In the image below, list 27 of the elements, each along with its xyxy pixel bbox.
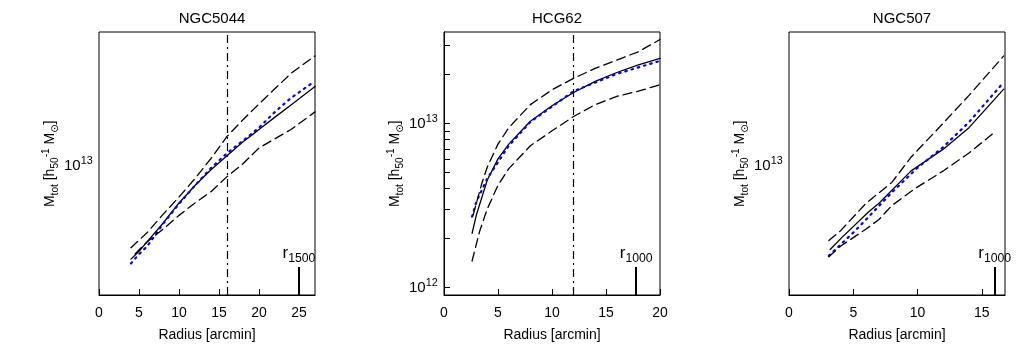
text: 10$^{13}$ — [754, 154, 783, 173]
text: 10$^{13}$ — [64, 154, 93, 173]
ref-line-label: r$_{1000}$ — [619, 243, 653, 266]
x-tick-label: 10 — [171, 304, 187, 320]
x-tick-label: 15 — [974, 304, 990, 320]
chart-title: NGC507 — [872, 9, 932, 26]
x-tick-label: 20 — [652, 304, 668, 320]
x-tick-label: 5 — [494, 304, 503, 320]
x-axis-title: Radius [arcmin] — [158, 326, 256, 342]
chart-title: NGC5044 — [178, 9, 246, 26]
x-axis-title: Radius [arcmin] — [503, 326, 601, 342]
y-tick-label: 10$^{12}$ — [409, 275, 438, 295]
x-tick-label: 25 — [291, 304, 307, 320]
ref-line-label: r$_{1000}$ — [978, 243, 1012, 266]
chart-title: HCG62 — [531, 9, 583, 26]
x-axis-title: Radius [arcmin] — [848, 326, 946, 342]
x-tick-label: 15 — [598, 304, 614, 320]
x-tick-label: 10 — [544, 304, 560, 320]
x-tick-label: 0 — [95, 304, 104, 320]
x-tick-label: 5 — [135, 304, 144, 320]
ref-line-label: r$_{1500}$ — [282, 243, 316, 266]
x-tick-label: 10 — [909, 304, 926, 320]
x-tick-label: 15 — [211, 304, 227, 320]
x-tick-label: 0 — [785, 304, 794, 320]
x-tick-label: 5 — [849, 304, 858, 320]
x-tick-label: 0 — [440, 304, 449, 320]
x-tick-label: 20 — [251, 304, 267, 320]
